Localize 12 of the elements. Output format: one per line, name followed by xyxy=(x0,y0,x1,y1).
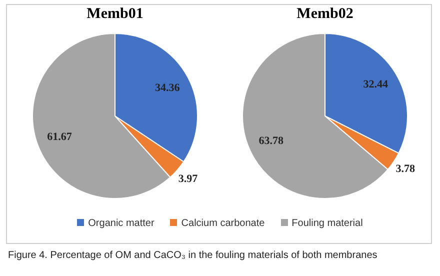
caption: Figure 4. Percentage of OM and CaCO₃ in the fouling materials of both membranes xyxy=(8,250,378,261)
data-label: 3.97 xyxy=(178,172,198,185)
chart-title: Memb01 xyxy=(86,6,144,24)
legend-label: Calcium carbonate xyxy=(180,218,265,229)
data-label: 61.67 xyxy=(47,131,72,144)
legend-label: Fouling material xyxy=(290,218,363,229)
legend-label: Organic matter xyxy=(87,218,154,229)
chart-title: Memb02 xyxy=(296,6,354,24)
data-label: 63.78 xyxy=(258,134,284,147)
data-label: 3.78 xyxy=(396,163,416,176)
data-label: 34.36 xyxy=(155,82,180,94)
data-label: 32.44 xyxy=(363,78,388,91)
